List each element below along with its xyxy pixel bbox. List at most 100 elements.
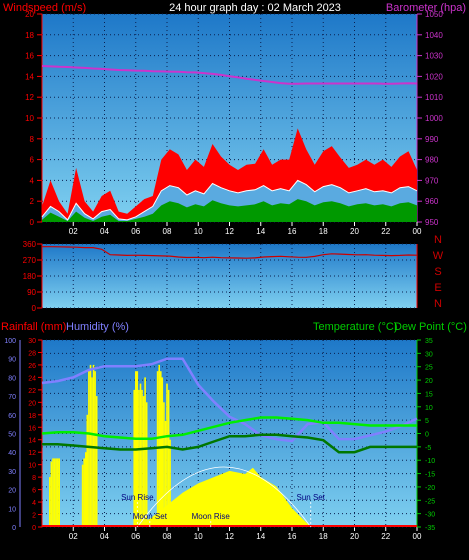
- rainfall-bar: [95, 396, 98, 527]
- rainfall-bar: [94, 371, 96, 527]
- wind-time-tick-label: 20: [350, 227, 359, 236]
- rainfall-bar: [161, 377, 164, 527]
- direction-series-line: [42, 246, 418, 259]
- barometer-tick-label: 980: [425, 156, 439, 165]
- wind-time-tick-label: 16: [288, 227, 297, 236]
- wind-time-tick-label: 12: [225, 227, 234, 236]
- windspeed-tick-label: 20: [25, 10, 34, 19]
- windspeed-tick-label: 0: [30, 218, 35, 227]
- windspeed-axis-title: Windspeed (m/s): [3, 2, 86, 14]
- direction-tick-label: 90: [27, 288, 36, 297]
- barometer-tick-label: 970: [425, 176, 439, 185]
- barometer-tick-label: 950: [425, 218, 439, 227]
- wind-time-tick-label: 18: [319, 227, 328, 236]
- rainfall-bar: [139, 383, 142, 527]
- rainfall-tick-label: 22: [28, 388, 36, 395]
- barometer-tick-label: 960: [425, 197, 439, 206]
- rainfall-tick-label: 6: [32, 488, 36, 495]
- rainfall-bar: [167, 389, 170, 527]
- rainfall-bar: [85, 452, 87, 527]
- wind-time-tick-label: 14: [256, 227, 265, 236]
- humidity-tick-label: 50: [8, 432, 16, 439]
- windspeed-tick-label: 4: [30, 176, 35, 185]
- direction-tick-label: 0: [32, 304, 37, 313]
- rainfall-bar: [166, 383, 168, 527]
- rain-time-tick-label: 16: [288, 532, 297, 541]
- temperature-tick-label: 35: [425, 338, 433, 345]
- rainfall-bar: [55, 458, 57, 527]
- barometer-tick-label: 1030: [425, 52, 443, 61]
- windspeed-tick-label: 14: [25, 72, 34, 81]
- temperature-tick-label: -15: [425, 472, 435, 479]
- barometer-tick-label: 1020: [425, 72, 443, 81]
- rainfall-bar: [138, 389, 140, 527]
- compass-label: E: [434, 282, 441, 294]
- temperature-tick-label: 0: [425, 432, 429, 439]
- temperature-tick-label: -35: [425, 525, 435, 532]
- humidity-tick-label: 100: [4, 338, 16, 345]
- barometer-tick-label: 1000: [425, 114, 443, 123]
- rain-time-tick-label: 00: [413, 532, 422, 541]
- rainfall-tick-label: 4: [32, 500, 36, 507]
- rainfall-bar: [144, 377, 146, 527]
- rainfall-bar: [145, 402, 148, 527]
- direction-tick-label: 180: [23, 272, 37, 281]
- rainfall-tick-label: 10: [28, 463, 36, 470]
- barometer-tick-label: 990: [425, 135, 439, 144]
- humidity-tick-label: 90: [8, 357, 16, 364]
- solar-series-area: [137, 467, 311, 527]
- windspeed-tick-label: 10: [25, 114, 34, 123]
- graph-title: 24 hour graph day : 02 March 2023: [169, 2, 341, 14]
- barometer-tick-label: 1010: [425, 93, 443, 102]
- temperature-tick-label: 5: [425, 418, 429, 425]
- rainfall-tick-label: 28: [28, 350, 36, 357]
- rain-time-tick-label: 12: [225, 532, 234, 541]
- event-label: Sun Rise: [121, 493, 154, 502]
- temperature-tick-label: -5: [425, 445, 431, 452]
- wind-series-line: [41, 179, 418, 221]
- rainfall-bar: [163, 402, 165, 527]
- compass-label: S: [434, 266, 441, 278]
- wind-average-series-area: [42, 199, 417, 222]
- rainfall-bar: [86, 414, 89, 527]
- humidity-tick-label: 60: [8, 413, 16, 420]
- rainfall-tick-label: 18: [28, 413, 36, 420]
- rain-time-tick-label: 10: [194, 532, 203, 541]
- humidity-tick-label: 40: [8, 450, 16, 457]
- rainfall-bar: [169, 439, 171, 527]
- humidity-tick-label: 30: [8, 469, 16, 476]
- rainfall-bar: [53, 458, 56, 527]
- rainfall-bar: [164, 421, 167, 527]
- rainfall-bar: [156, 371, 159, 527]
- humidity-tick-label: 10: [8, 506, 16, 513]
- humidity-tick-label: 70: [8, 394, 16, 401]
- temperature-tick-label: 15: [425, 391, 433, 398]
- rainfall-tick-label: 14: [28, 438, 36, 445]
- rainfall-bar: [88, 371, 90, 527]
- direction-tick-label: 360: [23, 240, 37, 249]
- wind-time-tick-label: 04: [100, 227, 109, 236]
- rainfall-tick-label: 2: [32, 513, 36, 520]
- humidity-axis-title: Humidity (%): [66, 321, 129, 333]
- rainfall-tick-label: 12: [28, 450, 36, 457]
- humidity-tick-label: 0: [12, 525, 16, 532]
- dewpoint-series-line: [42, 433, 417, 454]
- temperature-tick-label: -25: [425, 498, 435, 505]
- compass-label: N: [434, 234, 442, 246]
- humidity-tick-label: 20: [8, 488, 16, 495]
- temperature-tick-label: -20: [425, 485, 435, 492]
- barometer-tick-label: 1050: [425, 10, 443, 19]
- windspeed-tick-label: 16: [25, 52, 34, 61]
- rainfall-bar: [92, 364, 95, 527]
- rainfall-bar: [81, 464, 84, 527]
- rainfall-bar: [58, 458, 60, 527]
- temperature-tick-label: 30: [425, 351, 433, 358]
- humidity-tick-label: 80: [8, 375, 16, 382]
- temperature-axis-title: Temperature (°C): [313, 321, 397, 333]
- barometer-series-line: [41, 65, 418, 85]
- rain-time-tick-label: 02: [69, 532, 78, 541]
- barometer-tick-label: 1040: [425, 31, 443, 40]
- wind-time-tick-label: 02: [69, 227, 78, 236]
